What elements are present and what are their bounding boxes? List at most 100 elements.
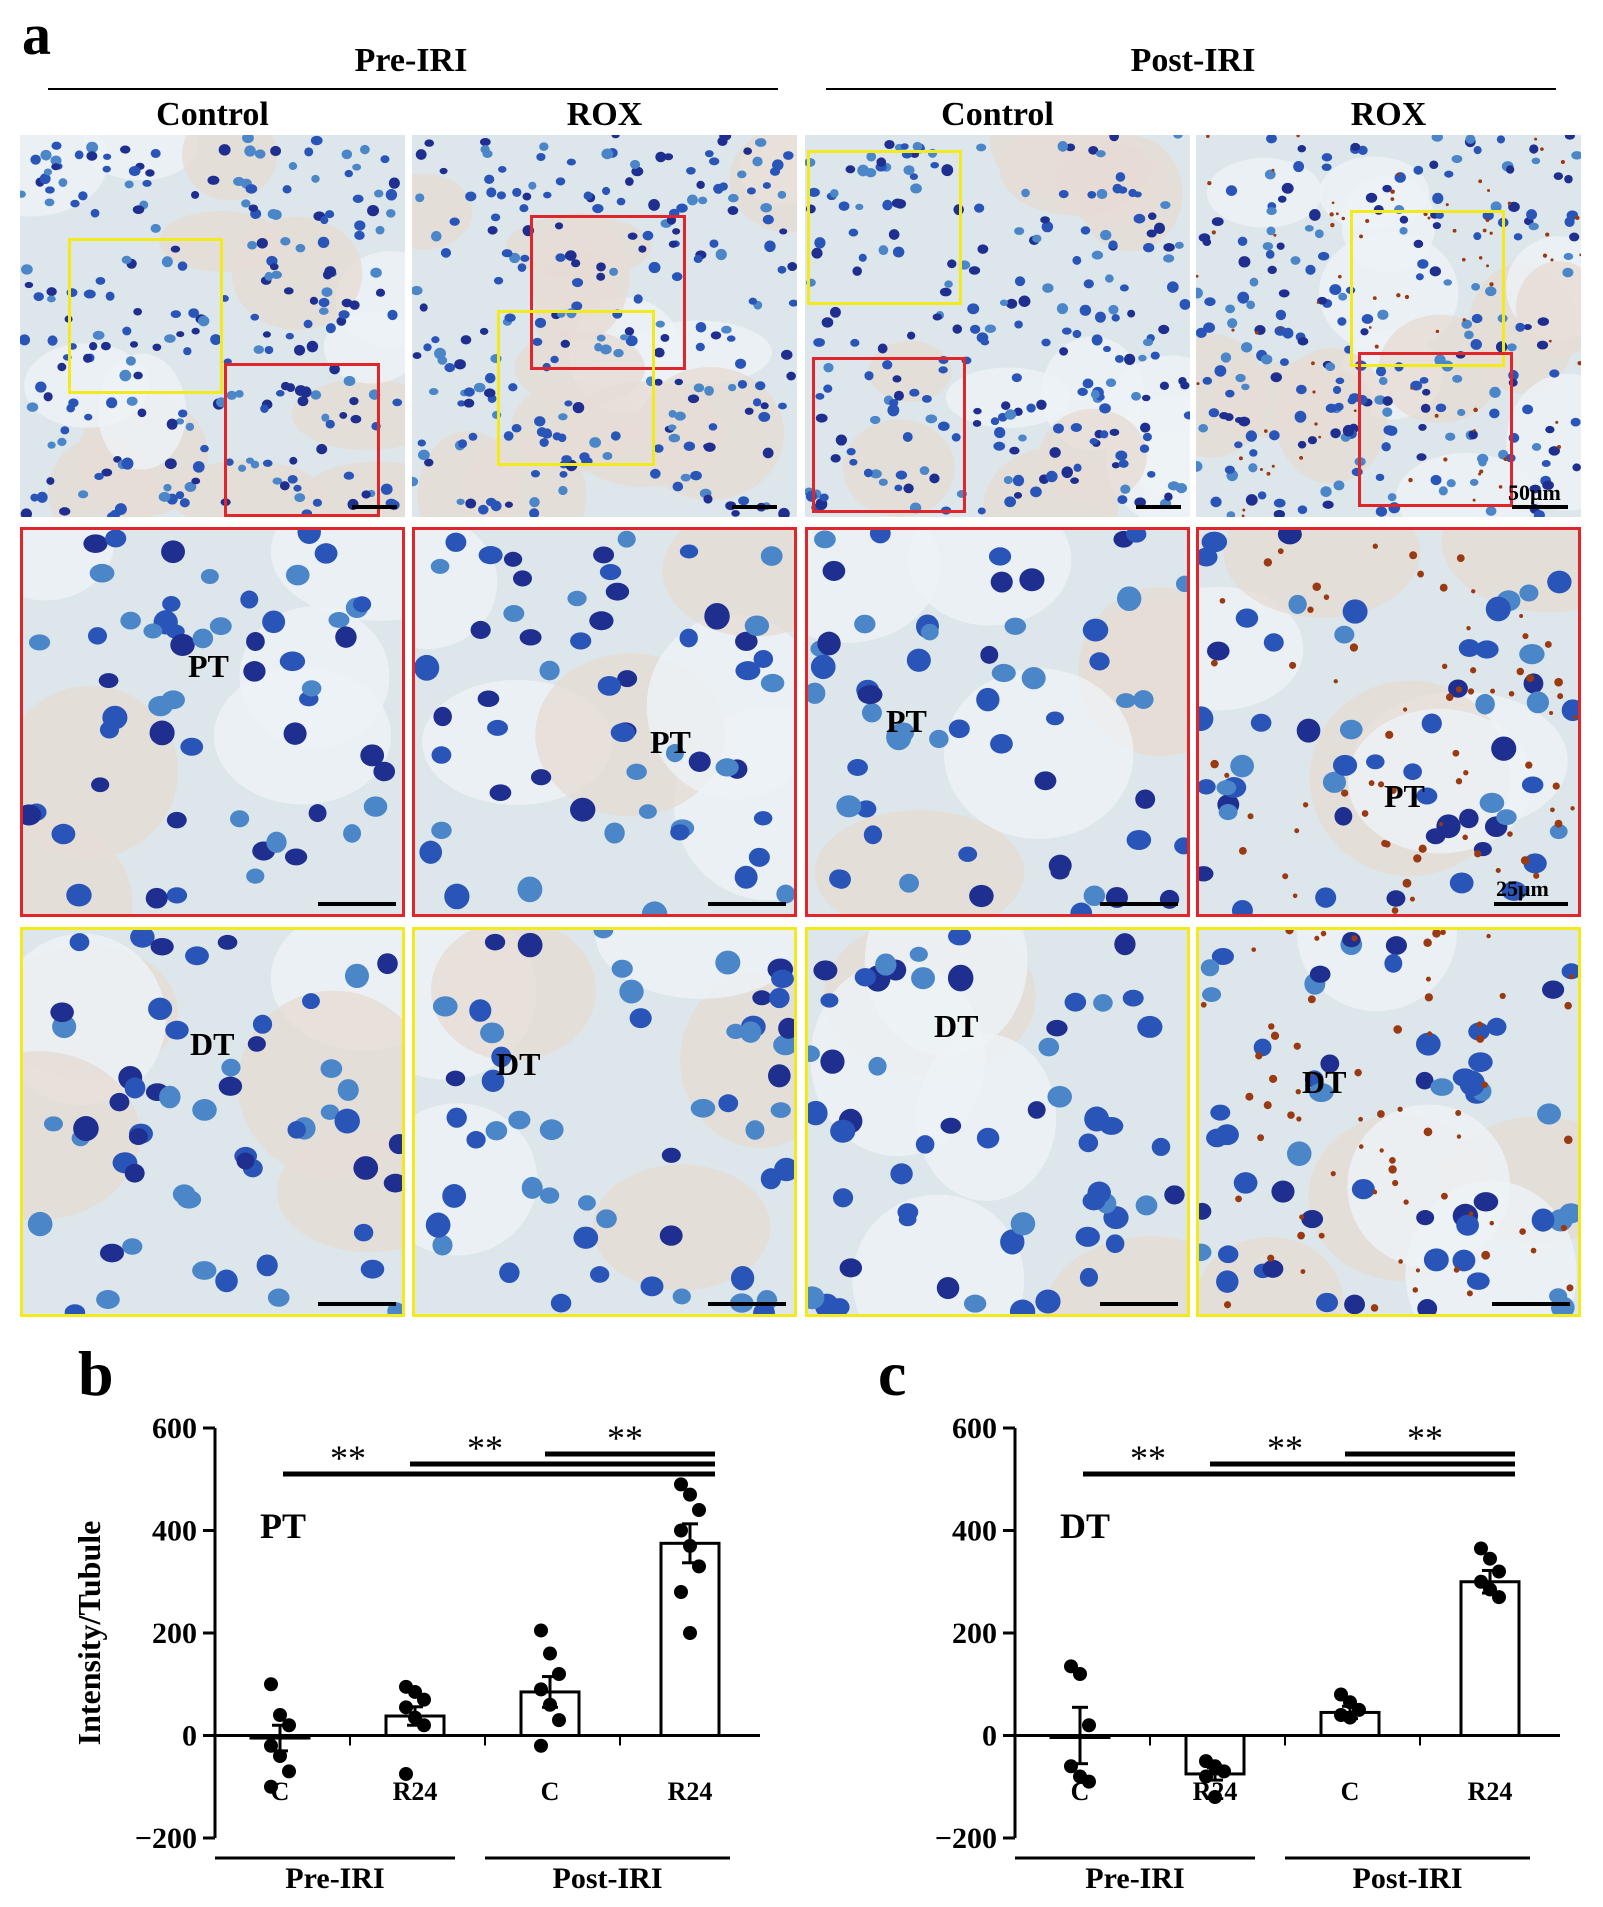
region-label-dt: DT xyxy=(934,1008,979,1044)
chart-dt-intensity: c −200 0 200 400 600 DT C R24 C R24 Pre-IRI Post-IRI… xyxy=(878,1338,1560,1895)
data-point xyxy=(674,1523,688,1538)
data-point xyxy=(282,1764,296,1779)
category-label: C xyxy=(1341,1777,1360,1806)
data-point xyxy=(1492,1590,1506,1605)
region-label-pt: PT xyxy=(1384,778,1425,814)
micrograph-post-rox xyxy=(1196,135,1581,517)
data-point xyxy=(683,1487,697,1502)
inset-box-dt xyxy=(1350,210,1505,367)
region-label-pt: PT xyxy=(886,703,927,739)
micrograph-post-control xyxy=(805,135,1190,517)
category-label: C xyxy=(1071,1777,1090,1806)
y-axis-label: Intensity/Tubule xyxy=(71,1521,107,1746)
data-point xyxy=(552,1713,566,1728)
scale-bar xyxy=(732,505,777,509)
zoom-dt-pre-control xyxy=(20,927,405,1317)
scale-bar xyxy=(318,1302,396,1306)
data-point xyxy=(1483,1551,1497,1566)
data-point xyxy=(273,1708,287,1722)
data-point xyxy=(264,1677,278,1692)
significance-marker: ** xyxy=(607,1418,643,1458)
column-title-pre-rox: ROX xyxy=(566,96,643,133)
scale-bar xyxy=(708,1302,786,1306)
data-point xyxy=(552,1667,566,1681)
data-point xyxy=(1082,1718,1096,1733)
data-point xyxy=(543,1697,557,1712)
inset-box-pt xyxy=(1358,352,1513,507)
y-tick-label: 200 xyxy=(952,1617,997,1650)
zoom-pt-post-rox xyxy=(1196,527,1581,917)
data-point xyxy=(1073,1667,1087,1681)
panel-a-letter: a xyxy=(22,2,51,67)
zoom-pt-post-control xyxy=(805,527,1190,917)
data-point xyxy=(399,1766,413,1781)
data-point xyxy=(282,1718,296,1733)
significance-marker: ** xyxy=(467,1428,503,1468)
data-point xyxy=(1343,1710,1357,1725)
data-point xyxy=(692,1559,706,1574)
data-point xyxy=(264,1779,278,1794)
data-point xyxy=(1208,1790,1222,1804)
group-label: Post-IRI xyxy=(1353,1862,1463,1895)
zoom-pt-pre-control xyxy=(20,527,405,917)
column-title-pre-control: Control xyxy=(156,96,269,133)
inset-box-pt xyxy=(812,357,966,513)
y-tick-label: 600 xyxy=(152,1412,197,1445)
scale-bar xyxy=(1494,902,1568,906)
significance-marker: ** xyxy=(1130,1438,1166,1478)
group-label: Pre-IRI xyxy=(285,1862,384,1895)
region-label: PT xyxy=(260,1506,306,1546)
scale-bar xyxy=(1492,1302,1570,1306)
group-label: Pre-IRI xyxy=(1085,1862,1184,1895)
group-label: Post-IRI xyxy=(553,1862,663,1895)
panel-letter: b xyxy=(78,1338,114,1409)
data-point xyxy=(1474,1541,1488,1556)
y-tick-label: 400 xyxy=(152,1515,197,1548)
scale-bar xyxy=(708,902,786,906)
inset-box-pt xyxy=(224,363,380,517)
significance-marker: ** xyxy=(1407,1418,1443,1458)
zoom-dt-post-rox xyxy=(1196,927,1581,1317)
data-point xyxy=(683,1538,697,1553)
scale-bar xyxy=(318,902,396,906)
data-point xyxy=(534,1738,548,1753)
data-point xyxy=(1217,1764,1231,1779)
y-tick-label: 400 xyxy=(952,1515,997,1548)
region-label-pt: PT xyxy=(188,648,229,684)
y-tick-label: −200 xyxy=(935,1822,997,1855)
micrograph-pre-rox xyxy=(412,135,797,517)
data-point xyxy=(1082,1774,1096,1789)
zoom-dt-pre-rox xyxy=(412,927,797,1317)
data-point xyxy=(1199,1769,1213,1784)
region-label-dt: DT xyxy=(496,1046,541,1082)
bar xyxy=(1459,1580,1521,1737)
significance-marker: ** xyxy=(330,1438,366,1478)
category-label: C xyxy=(271,1777,290,1806)
region-label-dt: DT xyxy=(1302,1064,1347,1100)
region-label-dt: DT xyxy=(190,1026,235,1062)
data-point xyxy=(534,1682,548,1697)
data-point xyxy=(399,1700,413,1715)
scale-label-25um: 25μm xyxy=(1496,876,1549,901)
data-point xyxy=(1064,1759,1078,1774)
data-point xyxy=(683,1626,697,1640)
data-point xyxy=(264,1738,278,1753)
inset-box-dt xyxy=(807,150,962,305)
data-point xyxy=(1492,1564,1506,1579)
y-tick-label: 200 xyxy=(152,1617,197,1650)
data-point xyxy=(417,1692,431,1707)
micrograph-pre-control xyxy=(20,135,405,517)
data-point xyxy=(674,1585,688,1599)
region-label: DT xyxy=(1060,1506,1110,1546)
group-rule-post-iri xyxy=(826,88,1556,90)
y-tick-label: −200 xyxy=(135,1822,197,1855)
inset-box-dt xyxy=(68,238,223,394)
scale-bar xyxy=(1100,902,1178,906)
group-rule-pre-iri xyxy=(48,88,778,90)
inset-box-dt xyxy=(497,310,655,466)
y-tick-label: 0 xyxy=(982,1720,997,1753)
zoom-dt-post-control xyxy=(805,927,1190,1317)
scale-label-50um: 50μm xyxy=(1508,480,1561,505)
inset-box-pt xyxy=(530,215,686,370)
column-title-post-rox: ROX xyxy=(1350,96,1427,133)
